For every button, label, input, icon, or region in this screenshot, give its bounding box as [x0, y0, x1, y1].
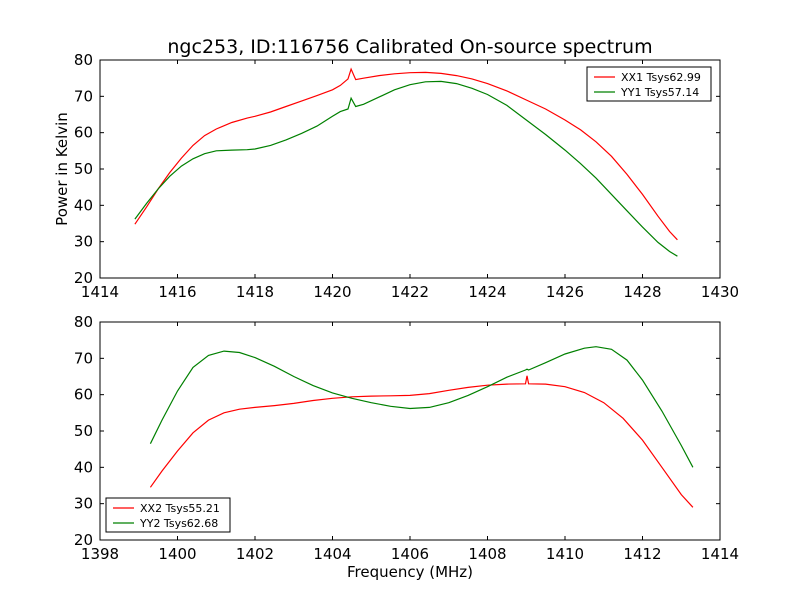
legend-label-2-1: XX2 Tsys55.21 — [140, 502, 220, 515]
panel-2: 1398 1400 1402 1404 1406 1408 1410 1412 1414 20 30… — [74, 313, 739, 581]
y-tick-label-1-1: 30 — [74, 233, 93, 251]
series-line-1-1 — [134, 67, 678, 241]
y-tick-label-1-2: 40 — [74, 196, 93, 214]
x-tick-label-1-4: 1422 — [391, 283, 429, 301]
y-tick-label-1-3: 50 — [74, 160, 93, 178]
x-tick-label-1-6: 1426 — [546, 283, 584, 301]
legend-box-1 — [586, 66, 712, 102]
y-tick-label-2-5: 70 — [74, 349, 93, 367]
x-tick-label-2-3: 1404 — [313, 545, 351, 563]
series-line-2-1 — [149, 375, 694, 508]
y-tick-label-2-6: 80 — [74, 313, 93, 331]
legend-1: XX1 Tsys62.99 YY1 Tsys57.14 — [586, 66, 712, 102]
x-tick-label-2-2: 1402 — [236, 545, 274, 563]
y-tick-label-2-1: 30 — [74, 495, 93, 513]
y-tick-label-2-2: 40 — [74, 458, 93, 476]
y-tick-label-2-3: 50 — [74, 422, 93, 440]
y-tick-label-1-0: 20 — [74, 269, 93, 287]
x-tick-label-2-8: 1414 — [701, 545, 739, 563]
chart-title: ngc253, ID:116756 Calibrated On-source s… — [167, 36, 652, 58]
x-tick-label-1-8: 1430 — [701, 283, 739, 301]
x-tick-label-2-0: 1398 — [81, 545, 119, 563]
y-tick-label-2-0: 20 — [74, 531, 93, 549]
legend-label-1-1: XX1 Tsys62.99 — [621, 71, 701, 84]
x-tick-label-2-4: 1406 — [391, 545, 429, 563]
x-tick-label-2-6: 1410 — [546, 545, 584, 563]
series-line-1-2 — [134, 80, 678, 257]
x-axis-label-2: Frequency (MHz) — [347, 563, 473, 581]
x-tick-label-1-1: 1416 — [158, 283, 196, 301]
y-tick-label-1-5: 70 — [74, 87, 93, 105]
x-tick-label-1-5: 1424 — [468, 283, 506, 301]
x-tick-label-1-0: 1414 — [81, 283, 119, 301]
legend-label-2-2: YY2 Tsys62.68 — [139, 517, 218, 530]
x-tick-label-2-1: 1400 — [158, 545, 196, 563]
series-line-2-2 — [149, 346, 694, 468]
panel-1: 1414 1416 1418 1420 1422 1424 1426 1428 1430 20 30… — [53, 51, 739, 301]
y-axis-label-1: Power in Kelvin — [53, 112, 71, 226]
x-tick-label-1-2: 1418 — [236, 283, 274, 301]
x-tick-label-1-7: 1428 — [623, 283, 661, 301]
x-tick-label-1-3: 1420 — [313, 283, 351, 301]
y-tick-label-2-4: 60 — [74, 386, 93, 404]
legend-box-2 — [105, 497, 231, 533]
x-tick-label-2-5: 1408 — [468, 545, 506, 563]
y-tick-label-1-6: 80 — [74, 51, 93, 69]
x-tick-label-2-7: 1412 — [623, 545, 661, 563]
y-tick-label-1-4: 60 — [74, 124, 93, 142]
legend-label-1-2: YY1 Tsys57.14 — [620, 86, 699, 99]
legend-2: XX2 Tsys55.21 YY2 Tsys62.68 — [105, 497, 231, 533]
